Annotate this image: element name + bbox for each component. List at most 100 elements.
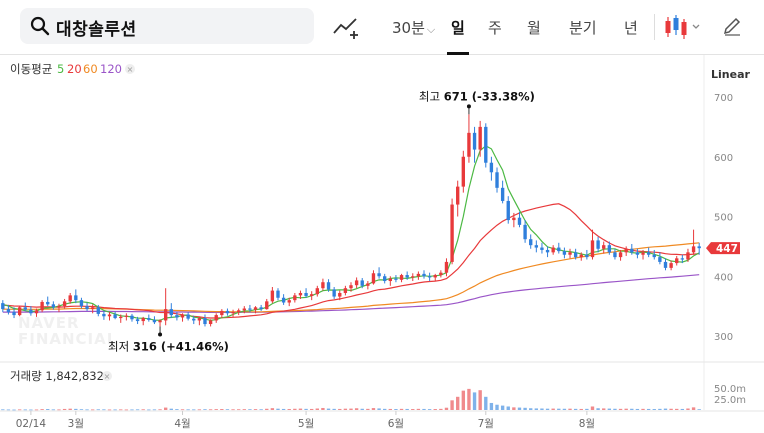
- candle-body: [68, 295, 72, 302]
- candlestick: [158, 319, 162, 327]
- low-marker-dot: [158, 332, 163, 337]
- candle-body: [506, 200, 510, 221]
- candle-body: [489, 162, 494, 173]
- volume-bar: [641, 408, 645, 410]
- volume-bar: [416, 408, 421, 410]
- volume-legend-close-icon[interactable]: ×: [102, 371, 112, 381]
- volume-bar: [158, 409, 162, 411]
- price-axis-ticks: 700 600 500 400 300: [714, 93, 733, 343]
- candlestick: [1, 300, 5, 313]
- ma-legend-close-icon[interactable]: ×: [125, 64, 135, 74]
- volume-bar: [23, 409, 27, 411]
- candle-body: [343, 288, 348, 293]
- candlestick: [130, 313, 134, 322]
- search-icon: [30, 16, 50, 36]
- volume-bar: [433, 409, 437, 410]
- volume-bar: [231, 409, 235, 411]
- period-day[interactable]: 일: [451, 19, 465, 37]
- volume-bar: [618, 408, 623, 410]
- moving-average-legend: 이동평균 5 20 60 120 ×: [10, 62, 135, 76]
- candlestick: [124, 313, 129, 321]
- candlestick: [107, 312, 112, 321]
- candle-body: [551, 247, 555, 253]
- candle-body: [691, 246, 696, 253]
- volume-bar: [439, 408, 443, 410]
- candle-body: [169, 309, 173, 316]
- candlestick: [225, 308, 230, 316]
- candlestick: [315, 285, 319, 297]
- candle-body: [298, 292, 303, 296]
- period-30min[interactable]: 30분 ⌵: [392, 19, 436, 37]
- high-marker-dot: [466, 104, 471, 109]
- volume-bar: [422, 408, 426, 410]
- volume-bar: [534, 408, 539, 410]
- x-tick-label: 5월: [298, 418, 314, 430]
- ma5-label: 5: [57, 62, 64, 76]
- volume-bar: [85, 409, 89, 411]
- candle-body: [180, 314, 185, 318]
- candle-body: [332, 289, 336, 297]
- volume-bar: [602, 408, 606, 410]
- volume-bar: [276, 408, 280, 410]
- candle-body: [310, 294, 314, 296]
- candle-body: [96, 307, 100, 314]
- candle-body: [669, 263, 673, 268]
- period-year[interactable]: 년: [624, 19, 638, 37]
- stock-chart[interactable]: 이동평균 5 20 60 120 × NAVER FINANCIAL Linea…: [0, 55, 764, 433]
- volume-bar: [686, 408, 690, 410]
- volume-bar: [613, 408, 617, 410]
- price-tick-label: 300: [714, 332, 733, 343]
- candle-body: [529, 239, 533, 246]
- volume-bar: [265, 408, 269, 410]
- svg-text:FINANCIAL: FINANCIAL: [18, 330, 117, 348]
- volume-bar: [12, 409, 16, 411]
- volume-bar: [248, 409, 252, 411]
- volume-bar: [523, 407, 527, 410]
- volume-bar: [102, 409, 106, 411]
- candle-body: [377, 273, 381, 277]
- candle-body: [635, 252, 640, 255]
- candle-body: [326, 282, 331, 290]
- current-price-label: 447: [716, 243, 738, 255]
- candle-body: [439, 272, 443, 276]
- search-box[interactable]: 대창솔루션: [20, 8, 314, 44]
- candlestick: [585, 249, 589, 260]
- period-month[interactable]: 월: [527, 19, 541, 37]
- scale-type-label[interactable]: Linear: [711, 68, 750, 81]
- period-week[interactable]: 주: [488, 19, 502, 37]
- volume-bar: [478, 390, 482, 410]
- candle-body: [675, 258, 679, 264]
- candle-body: [517, 217, 522, 225]
- volume-bar: [658, 408, 662, 410]
- volume-bar: [79, 409, 84, 411]
- ma60-line: [2, 242, 700, 313]
- candlestick: [197, 316, 202, 326]
- candle-body: [495, 172, 499, 188]
- candlestick: [635, 248, 640, 259]
- pencil-icon[interactable]: [722, 16, 742, 36]
- volume-bar: [135, 409, 140, 411]
- candlestick: [270, 287, 275, 304]
- candlestick: [602, 241, 606, 254]
- volume-bar: [119, 409, 123, 411]
- candle-body: [399, 275, 404, 280]
- ma120-line: [2, 274, 700, 313]
- volume-bar: [338, 408, 342, 410]
- candle-body: [641, 252, 645, 255]
- candle-body: [579, 254, 583, 258]
- svg-text:NAVER: NAVER: [18, 314, 80, 332]
- volume-bar: [147, 409, 151, 411]
- candlestick-type-icon[interactable]: [664, 14, 704, 40]
- candlestick: [394, 275, 398, 283]
- ma20-line: [2, 203, 700, 319]
- candlestick: [203, 314, 207, 327]
- candle-body: [585, 254, 589, 258]
- candlestick: [613, 248, 617, 260]
- candlestick: [141, 316, 145, 326]
- candle-body: [624, 248, 628, 253]
- candlestick: [557, 242, 561, 254]
- period-quarter[interactable]: 분기: [569, 19, 597, 37]
- stock-name[interactable]: 대창솔루션: [56, 20, 137, 40]
- drawing-tool-icon[interactable]: [332, 15, 362, 39]
- candle-body: [456, 186, 460, 205]
